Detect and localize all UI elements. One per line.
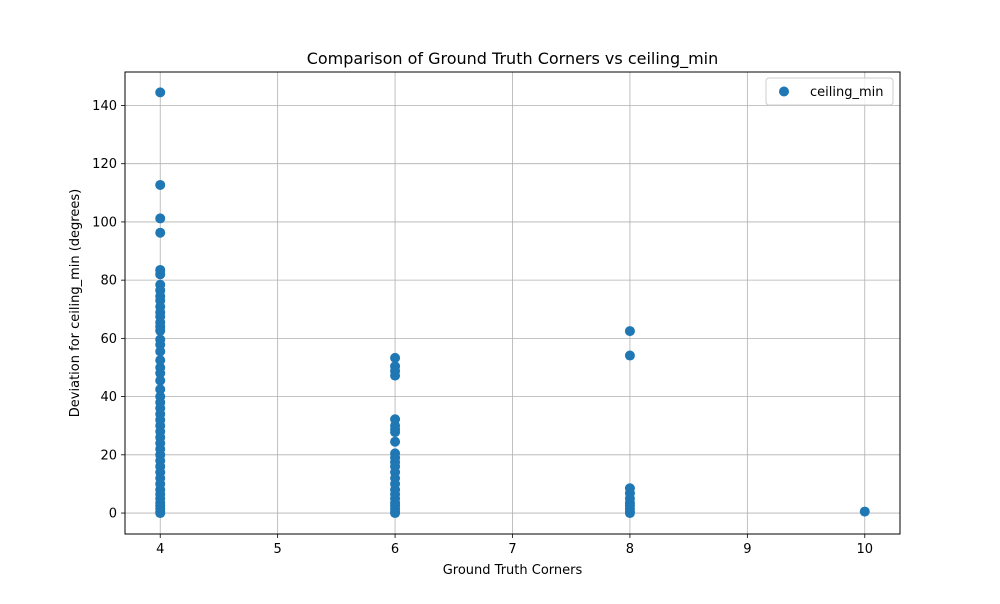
data-point: [155, 375, 166, 386]
data-point: [390, 352, 401, 363]
x-tick-label: 8: [626, 542, 634, 557]
data-point: [155, 325, 166, 336]
y-tick-label: 20: [100, 448, 117, 463]
data-point: [155, 384, 166, 395]
data-point: [155, 213, 166, 224]
data-point: [390, 508, 401, 519]
data-point: [155, 355, 166, 366]
data-point: [390, 427, 401, 438]
y-tick-label: 120: [92, 157, 117, 172]
data-point: [859, 506, 870, 517]
x-tick-label: 10: [856, 542, 873, 557]
y-tick-label: 60: [100, 332, 117, 347]
legend: ceiling_min: [765, 77, 894, 106]
data-point: [390, 370, 401, 381]
data-point: [624, 350, 635, 361]
data-point: [155, 346, 166, 357]
y-tick-label: 0: [109, 507, 117, 522]
y-tick-label: 140: [92, 99, 117, 114]
data-point: [390, 436, 401, 447]
legend-label: ceiling_min: [810, 85, 884, 100]
x-tick-label: 5: [274, 542, 282, 557]
x-tick-label: 4: [156, 542, 164, 557]
x-axis-label: Ground Truth Corners: [443, 563, 583, 578]
x-tick-label: 7: [508, 542, 516, 557]
chart-title: Comparison of Ground Truth Corners vs ce…: [307, 49, 719, 69]
grid: [125, 72, 900, 534]
legend-marker: [779, 86, 789, 97]
data-point: [155, 368, 166, 379]
data-point: [155, 508, 166, 519]
y-tick-label: 100: [92, 215, 117, 230]
y-tick-label: 80: [100, 274, 117, 289]
data-point: [155, 87, 166, 98]
x-tick-label: 6: [391, 542, 399, 557]
x-tick-label: 9: [743, 542, 751, 557]
legend-box: [765, 77, 894, 106]
data-points: [155, 87, 870, 519]
y-axis-label: Deviation for ceiling_min (degrees): [68, 189, 83, 417]
data-point: [624, 508, 635, 519]
y-tick-label: 40: [100, 390, 117, 405]
data-point: [624, 326, 635, 337]
data-point: [155, 227, 166, 238]
data-point: [155, 179, 166, 190]
data-point: [155, 269, 166, 280]
